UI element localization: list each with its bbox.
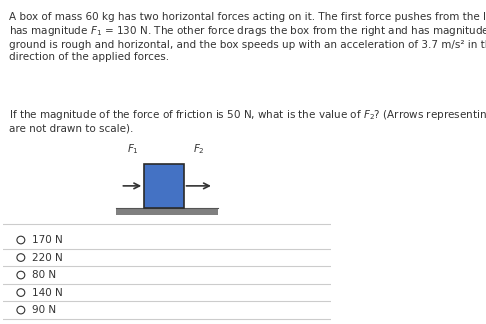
Bar — [116, 208, 218, 214]
Text: 90 N: 90 N — [33, 305, 56, 315]
Circle shape — [17, 236, 25, 244]
Circle shape — [17, 271, 25, 279]
Text: 140 N: 140 N — [33, 288, 63, 297]
Text: 80 N: 80 N — [33, 270, 56, 280]
Text: $\mathit{F}_1$: $\mathit{F}_1$ — [127, 142, 139, 156]
Bar — [144, 164, 184, 208]
Text: A box of mass 60 kg has two horizontal forces acting on it. The first force push: A box of mass 60 kg has two horizontal f… — [9, 12, 486, 62]
Text: If the magnitude of the force of friction is 50 N, what is the value of $F_2$? (: If the magnitude of the force of frictio… — [9, 108, 486, 133]
Text: 170 N: 170 N — [33, 235, 63, 245]
Text: 220 N: 220 N — [33, 252, 63, 262]
Circle shape — [17, 254, 25, 261]
Circle shape — [17, 306, 25, 314]
Text: $\mathit{F}_2$: $\mathit{F}_2$ — [193, 142, 205, 156]
Circle shape — [17, 289, 25, 296]
